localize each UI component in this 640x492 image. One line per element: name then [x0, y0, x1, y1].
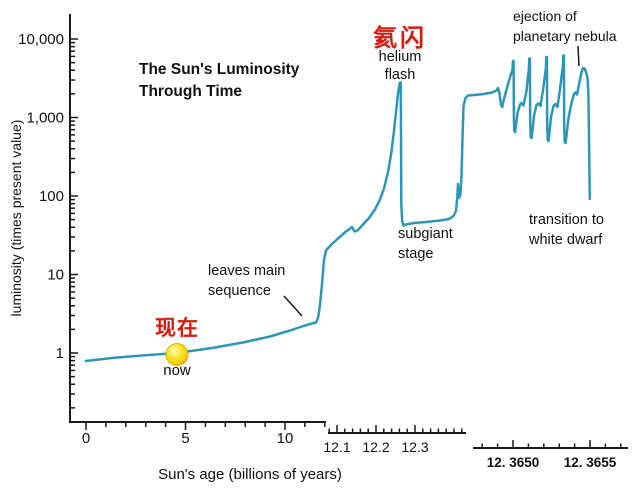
x-axis-title: Sun's age (billions of years) [158, 466, 342, 483]
subgiant-stage-label: subgiant stage [398, 224, 453, 264]
tick-label: 0 [82, 430, 90, 447]
transition-label: transition to white dwarf [529, 210, 604, 250]
ejection-label: ejection of planetary nebula [513, 7, 617, 46]
helium-flash-line1: helium [378, 49, 422, 65]
chart-title: The Sun's Luminosity Through Time [139, 59, 299, 103]
axis-lines [69, 14, 628, 449]
chart-title-line1: The Sun's Luminosity [139, 61, 300, 78]
tick-label: 10 [47, 267, 64, 284]
luminosity-curve [84, 54, 592, 363]
subgiant-line1: subgiant [398, 226, 453, 242]
tick-label: 12. 3655 [564, 455, 617, 470]
ejection-line2: planetary nebula [513, 27, 617, 44]
transition-line1: transition to [529, 212, 604, 228]
leaves-line1: leaves main [208, 263, 286, 279]
leaves-main-sequence-label: leaves main sequence [208, 261, 285, 301]
tick-label: 12.3 [401, 439, 428, 455]
now-label-chinese: 现在 [155, 317, 199, 340]
ejection-line1: ejection of [513, 8, 577, 24]
axis-ticks [70, 38, 622, 448]
subgiant-line2: stage [398, 246, 434, 262]
tick-label: 10 [277, 430, 294, 447]
leaves-main-sequence-pointer [283, 295, 303, 317]
y-axis-title: luminosity (times present value) [8, 119, 24, 317]
tick-label: 5 [181, 430, 189, 447]
tick-label: 12.2 [362, 439, 389, 455]
transition-line2: white dwarf [529, 232, 603, 248]
tick-label: 1 [56, 345, 64, 362]
tick-label: 100 [39, 188, 64, 205]
helium-flash-line2: flash [384, 67, 416, 83]
helium-flash-label-chinese: 氦闪 [373, 25, 427, 52]
ejection-pointer [577, 45, 580, 67]
sun-now-marker [165, 343, 189, 366]
helium-flash-label: helium flash [350, 48, 450, 84]
chart-title-line2: Through Time [139, 83, 243, 100]
tick-label: 12. 3650 [487, 455, 540, 470]
tick-label: 12.1 [323, 439, 350, 455]
tick-label: 10,000 [18, 31, 64, 48]
leaves-line2: sequence [208, 283, 271, 299]
now-label: now [163, 362, 191, 379]
tick-label: 1,000 [26, 110, 64, 127]
axis-tick-labels: 1 10 100 1,000 10,000 0 5 10 12.1 12.2 12.3 12. 365… [18, 31, 617, 470]
